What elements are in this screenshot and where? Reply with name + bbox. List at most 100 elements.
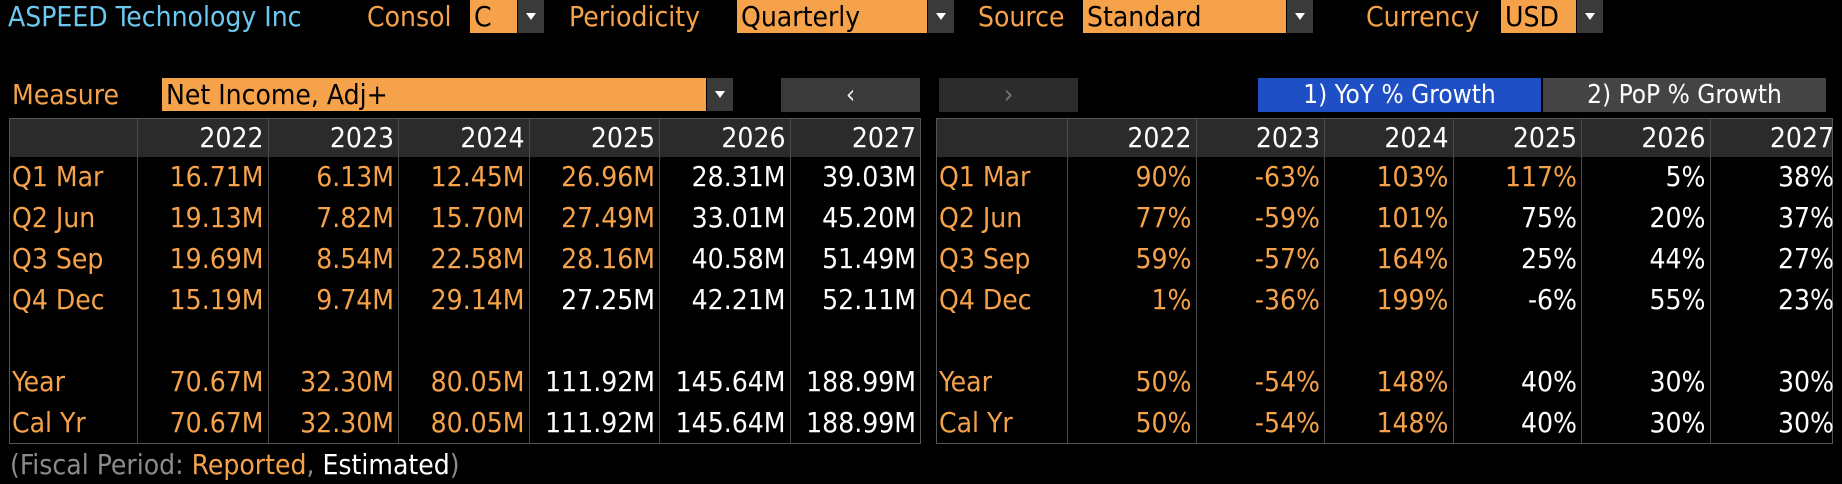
table-cell[interactable]: 25% [1521,242,1577,275]
table-cell[interactable] [659,321,786,361]
table-cell[interactable]: 5% [1665,160,1706,193]
table-cell[interactable]: 8.54M [316,242,394,275]
table-cell[interactable]: 27.49M [561,201,655,234]
consol-dropdown[interactable]: C [470,0,544,33]
table-cell[interactable] [1067,321,1192,361]
table-cell[interactable] [1581,321,1706,361]
periodicity-dropdown[interactable]: Quarterly [737,0,954,33]
table-cell[interactable]: 52.11M [822,283,916,316]
currency-dropdown[interactable]: USD [1501,0,1603,33]
table-cell[interactable]: 117% [1504,160,1577,193]
table-cell[interactable]: 164% [1376,242,1449,275]
chevron-down-icon[interactable] [706,78,733,111]
table-cell[interactable]: 101% [1376,201,1449,234]
table-cell[interactable]: 9.74M [316,283,394,316]
table-cell[interactable]: 7.82M [316,201,394,234]
table-cell[interactable]: 50% [1135,365,1192,398]
table-cell[interactable]: 16.71M [169,160,264,193]
table-cell[interactable]: 80.05M [430,406,525,439]
table-cell[interactable]: 28.31M [691,160,786,193]
prev-measure-button[interactable]: ‹ [781,78,920,112]
next-measure-button[interactable]: › [939,78,1078,112]
table-cell[interactable]: 148% [1376,406,1449,439]
table-cell[interactable]: 199% [1376,283,1449,316]
table-cell[interactable]: 1% [1151,283,1192,316]
table-cell[interactable]: 145.64M [675,406,786,439]
table-cell[interactable]: -59% [1254,201,1320,234]
table-cell[interactable]: 37% [1778,201,1834,234]
table-cell[interactable]: 70.67M [169,365,264,398]
table-cell[interactable]: 80.05M [430,365,525,398]
table-cell[interactable]: -57% [1254,242,1320,275]
table-cell[interactable] [398,321,525,361]
chevron-down-icon[interactable] [1576,0,1603,33]
measure-dropdown[interactable]: Net Income, Adj+ [162,78,733,111]
table-cell[interactable] [1453,321,1578,361]
tab-yoy-growth[interactable]: 1) YoY % Growth [1258,78,1541,112]
table-cell[interactable]: 145.64M [675,365,786,398]
table-cell[interactable]: 33.01M [691,201,786,234]
table-cell[interactable]: 45.20M [822,201,916,234]
table-cell[interactable]: -54% [1254,365,1320,398]
table-cell[interactable]: 30% [1778,406,1834,439]
table-cell[interactable]: 42.21M [691,283,786,316]
table-cell[interactable] [529,321,656,361]
chevron-down-icon[interactable] [927,0,954,33]
table-cell[interactable]: 40.58M [691,242,786,275]
table-cell[interactable] [1196,321,1321,361]
table-cell[interactable]: 38% [1778,160,1834,193]
table-header [10,119,920,157]
table-cell[interactable] [137,321,264,361]
table-cell[interactable]: 26.96M [561,160,655,193]
table-cell[interactable]: 30% [1649,406,1706,439]
table-cell[interactable]: 90% [1135,160,1192,193]
table-cell[interactable]: 30% [1649,365,1706,398]
table-cell[interactable]: 188.99M [806,406,916,439]
table-cell[interactable]: 40% [1521,365,1577,398]
table-cell[interactable]: 75% [1521,201,1577,234]
table-cell[interactable]: 50% [1135,406,1192,439]
table-cell[interactable]: 27% [1778,242,1834,275]
table-cell[interactable]: 188.99M [806,365,916,398]
tab-pop-growth[interactable]: 2) PoP % Growth [1543,78,1826,112]
table-cell[interactable]: -36% [1254,283,1320,316]
table-cell[interactable]: 19.69M [169,242,264,275]
table-cell[interactable] [790,321,917,361]
table-cell[interactable]: 6.13M [316,160,394,193]
table-cell[interactable]: 23% [1778,283,1834,316]
table-cell[interactable]: 30% [1778,365,1834,398]
table-cell[interactable]: 59% [1135,242,1192,275]
table-cell[interactable]: 55% [1649,283,1706,316]
table-cell[interactable]: 111.92M [545,406,655,439]
periodicity-value: Quarterly [741,0,861,33]
chevron-down-icon[interactable] [517,0,544,33]
source-dropdown[interactable]: Standard [1083,0,1313,33]
table-cell[interactable]: 111.92M [545,365,655,398]
table-cell[interactable] [1324,321,1449,361]
table-cell[interactable]: 32.30M [300,406,394,439]
table-cell[interactable]: -63% [1254,160,1320,193]
table-cell[interactable]: 44% [1649,242,1706,275]
table-cell[interactable]: 27.25M [561,283,655,316]
table-cell[interactable]: -54% [1254,406,1320,439]
table-cell[interactable]: 40% [1521,406,1577,439]
table-cell[interactable]: 19.13M [169,201,264,234]
table-cell[interactable]: 20% [1649,201,1706,234]
table-cell[interactable]: 15.19M [169,283,264,316]
table-cell[interactable]: 29.14M [430,283,525,316]
table-cell[interactable]: 15.70M [430,201,525,234]
table-cell[interactable]: 70.67M [169,406,264,439]
table-cell[interactable]: 51.49M [822,242,916,275]
table-cell[interactable]: 32.30M [300,365,394,398]
table-cell[interactable]: 39.03M [822,160,916,193]
table-cell[interactable]: 12.45M [430,160,525,193]
table-cell[interactable] [1710,321,1835,361]
table-cell[interactable] [268,321,395,361]
table-cell[interactable]: 22.58M [430,242,525,275]
table-cell[interactable]: 103% [1376,160,1449,193]
table-cell[interactable]: -6% [1527,283,1577,316]
table-cell[interactable]: 77% [1135,201,1192,234]
chevron-down-icon[interactable] [1286,0,1313,33]
table-cell[interactable]: 28.16M [561,242,655,275]
table-cell[interactable]: 148% [1376,365,1449,398]
